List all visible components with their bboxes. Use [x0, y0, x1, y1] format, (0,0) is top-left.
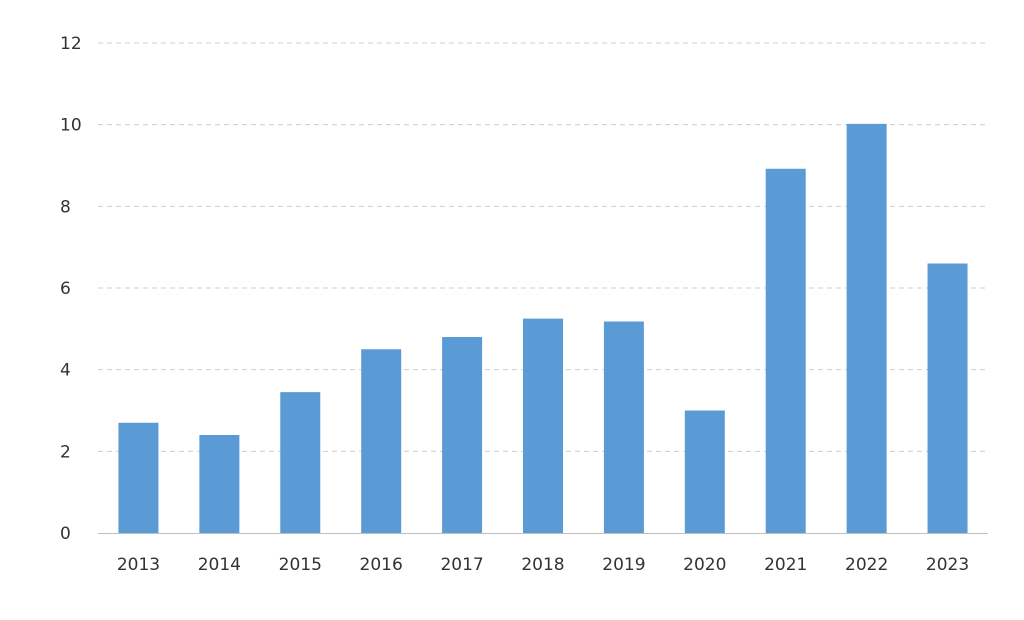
- y-axis-tick-labels: 0 2 4 6 8 10 12: [60, 34, 82, 544]
- bar-2015: [280, 392, 321, 533]
- x-tick-label: 2020: [683, 555, 726, 575]
- x-tick-label: 2022: [845, 555, 888, 575]
- bar-2018: [523, 318, 563, 533]
- grid-lines: [98, 42, 988, 452]
- bar-2022: [846, 123, 887, 533]
- bar-2020: [684, 410, 725, 533]
- y-tick-label: 6: [60, 279, 71, 299]
- x-axis-tick-labels: 2013 2014 2015 2016 2017 2018 2019 2020 2021 2022…: [117, 555, 969, 575]
- bar-2014: [199, 435, 240, 533]
- y-tick-label: 0: [60, 524, 71, 544]
- y-tick-label: 8: [60, 197, 71, 217]
- bar-2021: [765, 168, 806, 533]
- y-tick-label: 4: [60, 361, 71, 381]
- x-tick-label: 2019: [602, 555, 645, 575]
- bar-2017: [442, 337, 483, 533]
- y-tick-label: 12: [60, 34, 82, 54]
- bar-2016: [361, 349, 402, 533]
- bar-2013: [118, 422, 159, 533]
- x-tick-label: 2023: [926, 555, 969, 575]
- x-tick-label: 2018: [521, 555, 564, 575]
- x-tick-label: 2021: [764, 555, 807, 575]
- bar-2019: [603, 321, 644, 533]
- bars: [118, 123, 968, 533]
- x-tick-label: 2013: [117, 555, 160, 575]
- bar-2023: [927, 263, 968, 533]
- x-tick-label: 2014: [198, 555, 241, 575]
- x-tick-label: 2015: [279, 555, 322, 575]
- x-tick-label: 2016: [360, 555, 403, 575]
- y-tick-label: 2: [60, 442, 71, 462]
- y-tick-label: 10: [60, 116, 82, 136]
- x-tick-label: 2017: [440, 555, 483, 575]
